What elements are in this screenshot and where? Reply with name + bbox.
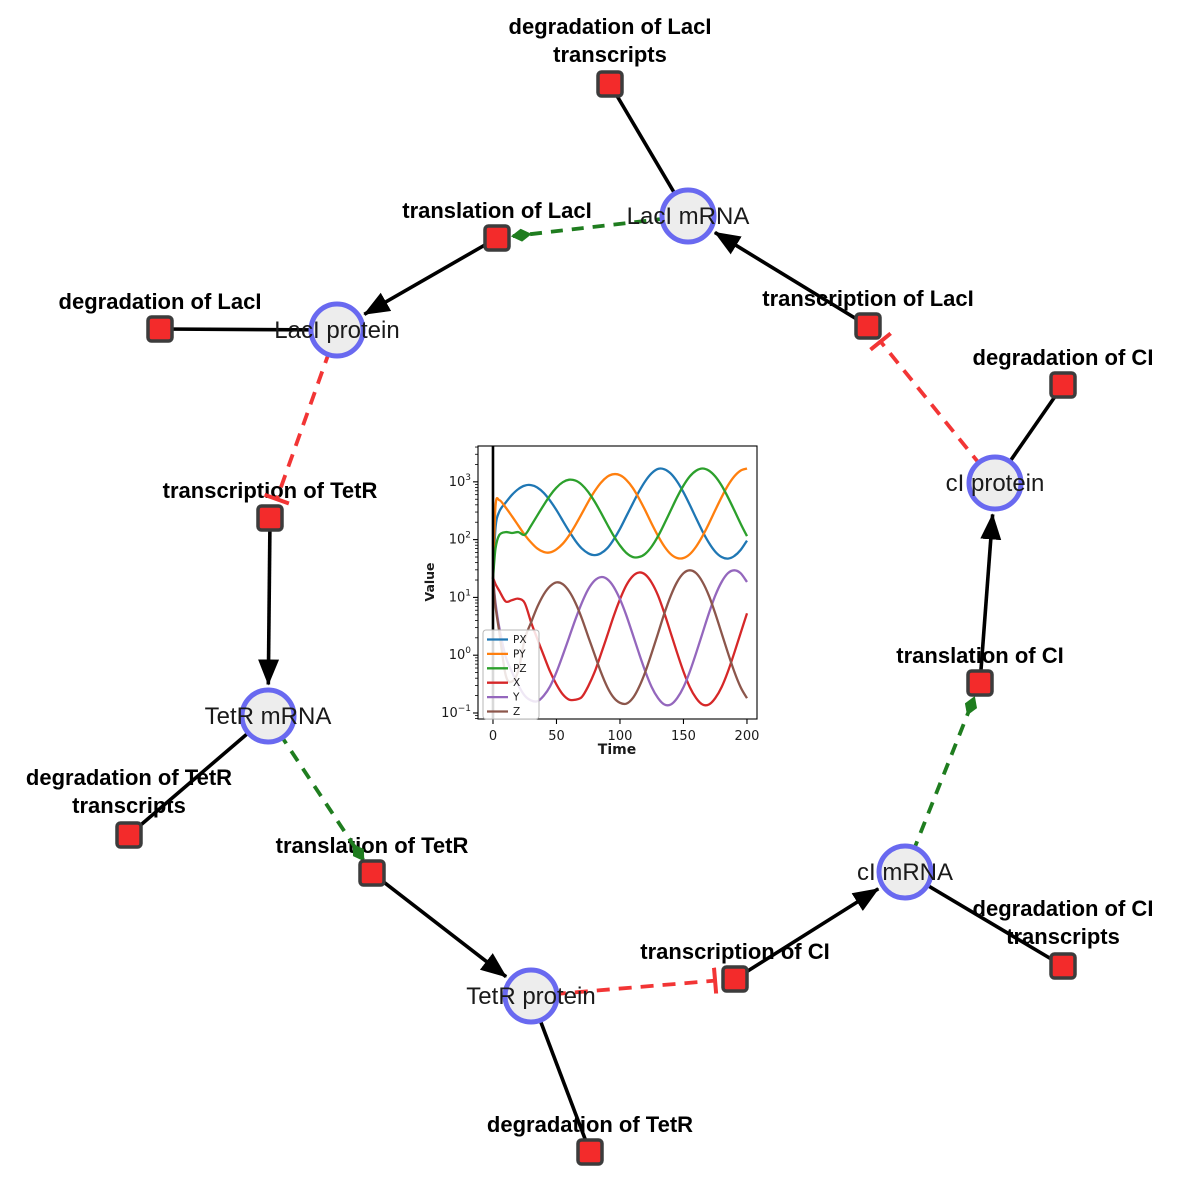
reaction-label-deg_laci: degradation of LacI [59,289,262,314]
chart-series-Z [491,569,748,706]
reaction-node-deg_ci[interactable] [1049,371,1077,399]
edge-ci_mrna-transl_ci-modifier [903,696,978,873]
edge-laci_protein-deg_laci-consumption [159,327,338,332]
reaction-node-transl_ci[interactable] [966,669,994,697]
chart-legend-label-X: X [513,677,520,689]
chart-legend-label-PY: PY [513,648,526,660]
chart-x-tick-label: 150 [671,729,696,744]
reaction-label-deg_tetr: degradation of TetR [487,1112,693,1137]
reaction-node-deg_tetr_tx[interactable] [115,821,143,849]
edge-transc_laci-laci_mrna-production [713,230,869,328]
edge-ci_mrna-deg_ci_tx-consumption [904,870,1064,968]
reaction-node-transl_laci[interactable] [483,224,511,252]
reaction-label-deg_ci_tx: degradation of CI [973,896,1154,921]
timeseries-chart: 0 50 100 150 200 10−1 100 101 102 103 PX PY PZ XYZ Ti… [422,445,760,758]
reaction-node-transc_laci[interactable] [854,312,882,340]
edge-transl_laci-laci_protein-production [363,236,498,316]
chart-legend-label-PZ: PZ [513,663,527,675]
reaction-node-transc_tetr[interactable] [256,504,284,532]
chart-legend-label-PX: PX [513,634,527,646]
species-label-laci_mrna: LacI mRNA [627,203,750,230]
reaction-label-transc_ci: transcription of CI [640,939,829,964]
chart-x-tick-label: 0 [489,729,497,744]
species-label-laci_protein: LacI protein [274,317,399,344]
chart-legend: PX PY PZ XYZ [482,629,540,720]
reaction-label-transl_laci: translation of LacI [402,198,591,223]
chart-legend-label-Y: Y [512,692,520,704]
chart-x-axis-label: Time [598,742,636,758]
chart-x-tick-label: 100 [608,729,633,744]
reaction-node-deg_ci_tx[interactable] [1049,952,1077,980]
chart-legend-label-Z: Z [513,706,520,718]
reaction-label-transc_tetr: transcription of TetR [163,478,378,503]
edge-transl_tetr-tetr_protein-production [370,871,508,979]
edge-laci_protein-transc_tetr-inhibition [263,329,339,506]
species-label-tetr_mrna: TetR mRNA [205,703,332,730]
species-node-tetr_mrna[interactable] [239,687,297,745]
reaction-node-transl_tetr[interactable] [358,859,386,887]
chart-y-axis-label: Value [422,562,437,601]
edge-transc_ci-ci_mrna-production [734,887,880,981]
chart-x-tick-label: 50 [548,729,565,744]
reaction-node-deg_tetr[interactable] [576,1138,604,1166]
chart-legend-box [482,629,540,720]
chart-series-PX [491,467,748,579]
reaction-node-deg_laci[interactable] [146,315,174,343]
chart-axes-box [477,445,758,720]
reaction-label-deg_tetr_tx: degradation of TetR [26,765,232,790]
reaction-node-transc_ci[interactable] [721,965,749,993]
edge-tetr_protein-transc_ci-inhibition [530,967,719,998]
species-label-ci_mrna: cI mRNA [857,859,953,886]
edge-ci_protein-transc_laci-inhibition [869,331,997,485]
edge-transc_tetr-tetr_mrna-production [258,517,280,686]
chart-y-tick-label: 10−1 [441,704,471,721]
species-node-laci_mrna[interactable] [659,187,717,245]
chart-y-tick-label: 100 [449,646,472,663]
chart-y-tick-label: 101 [449,588,471,605]
chart-series-PZ [491,467,749,579]
edge-laci_mrna-transl_laci-modifier [510,214,689,242]
species-label-ci_protein: cI protein [946,470,1045,497]
reaction-label-deg_ci: degradation of CI [973,345,1154,370]
species-label-tetr_protein: TetR protein [466,983,595,1010]
edge-tetr_mrna-deg_tetr_tx-consumption [127,714,270,837]
reaction-label-transl_tetr: translation of TetR [276,833,469,858]
species-node-ci_mrna[interactable] [876,843,934,901]
reaction-label-deg_laci_tx: degradation of LacI [509,14,712,39]
chart-x-tick-label: 200 [735,729,760,744]
species-node-tetr_protein[interactable] [502,967,560,1025]
reaction-node-deg_laci_tx[interactable] [596,70,624,98]
chart-y-tick-label: 103 [449,473,471,490]
edge-tetr_mrna-transl_tetr-modifier [266,714,365,862]
reaction-label-transc_laci: transcription of LacI [762,286,973,311]
reaction-label-deg_ci_tx: transcripts [1006,924,1120,949]
species-node-laci_protein[interactable] [308,301,366,359]
reaction-label-deg_tetr_tx: transcripts [72,793,186,818]
edge-transl_ci-ci_protein-production [978,513,1002,684]
chart-series-PY [491,467,748,579]
reaction-label-deg_laci_tx: transcripts [553,42,667,67]
chart-y-tick-label: 102 [449,531,471,548]
species-node-ci_protein[interactable] [966,454,1024,512]
